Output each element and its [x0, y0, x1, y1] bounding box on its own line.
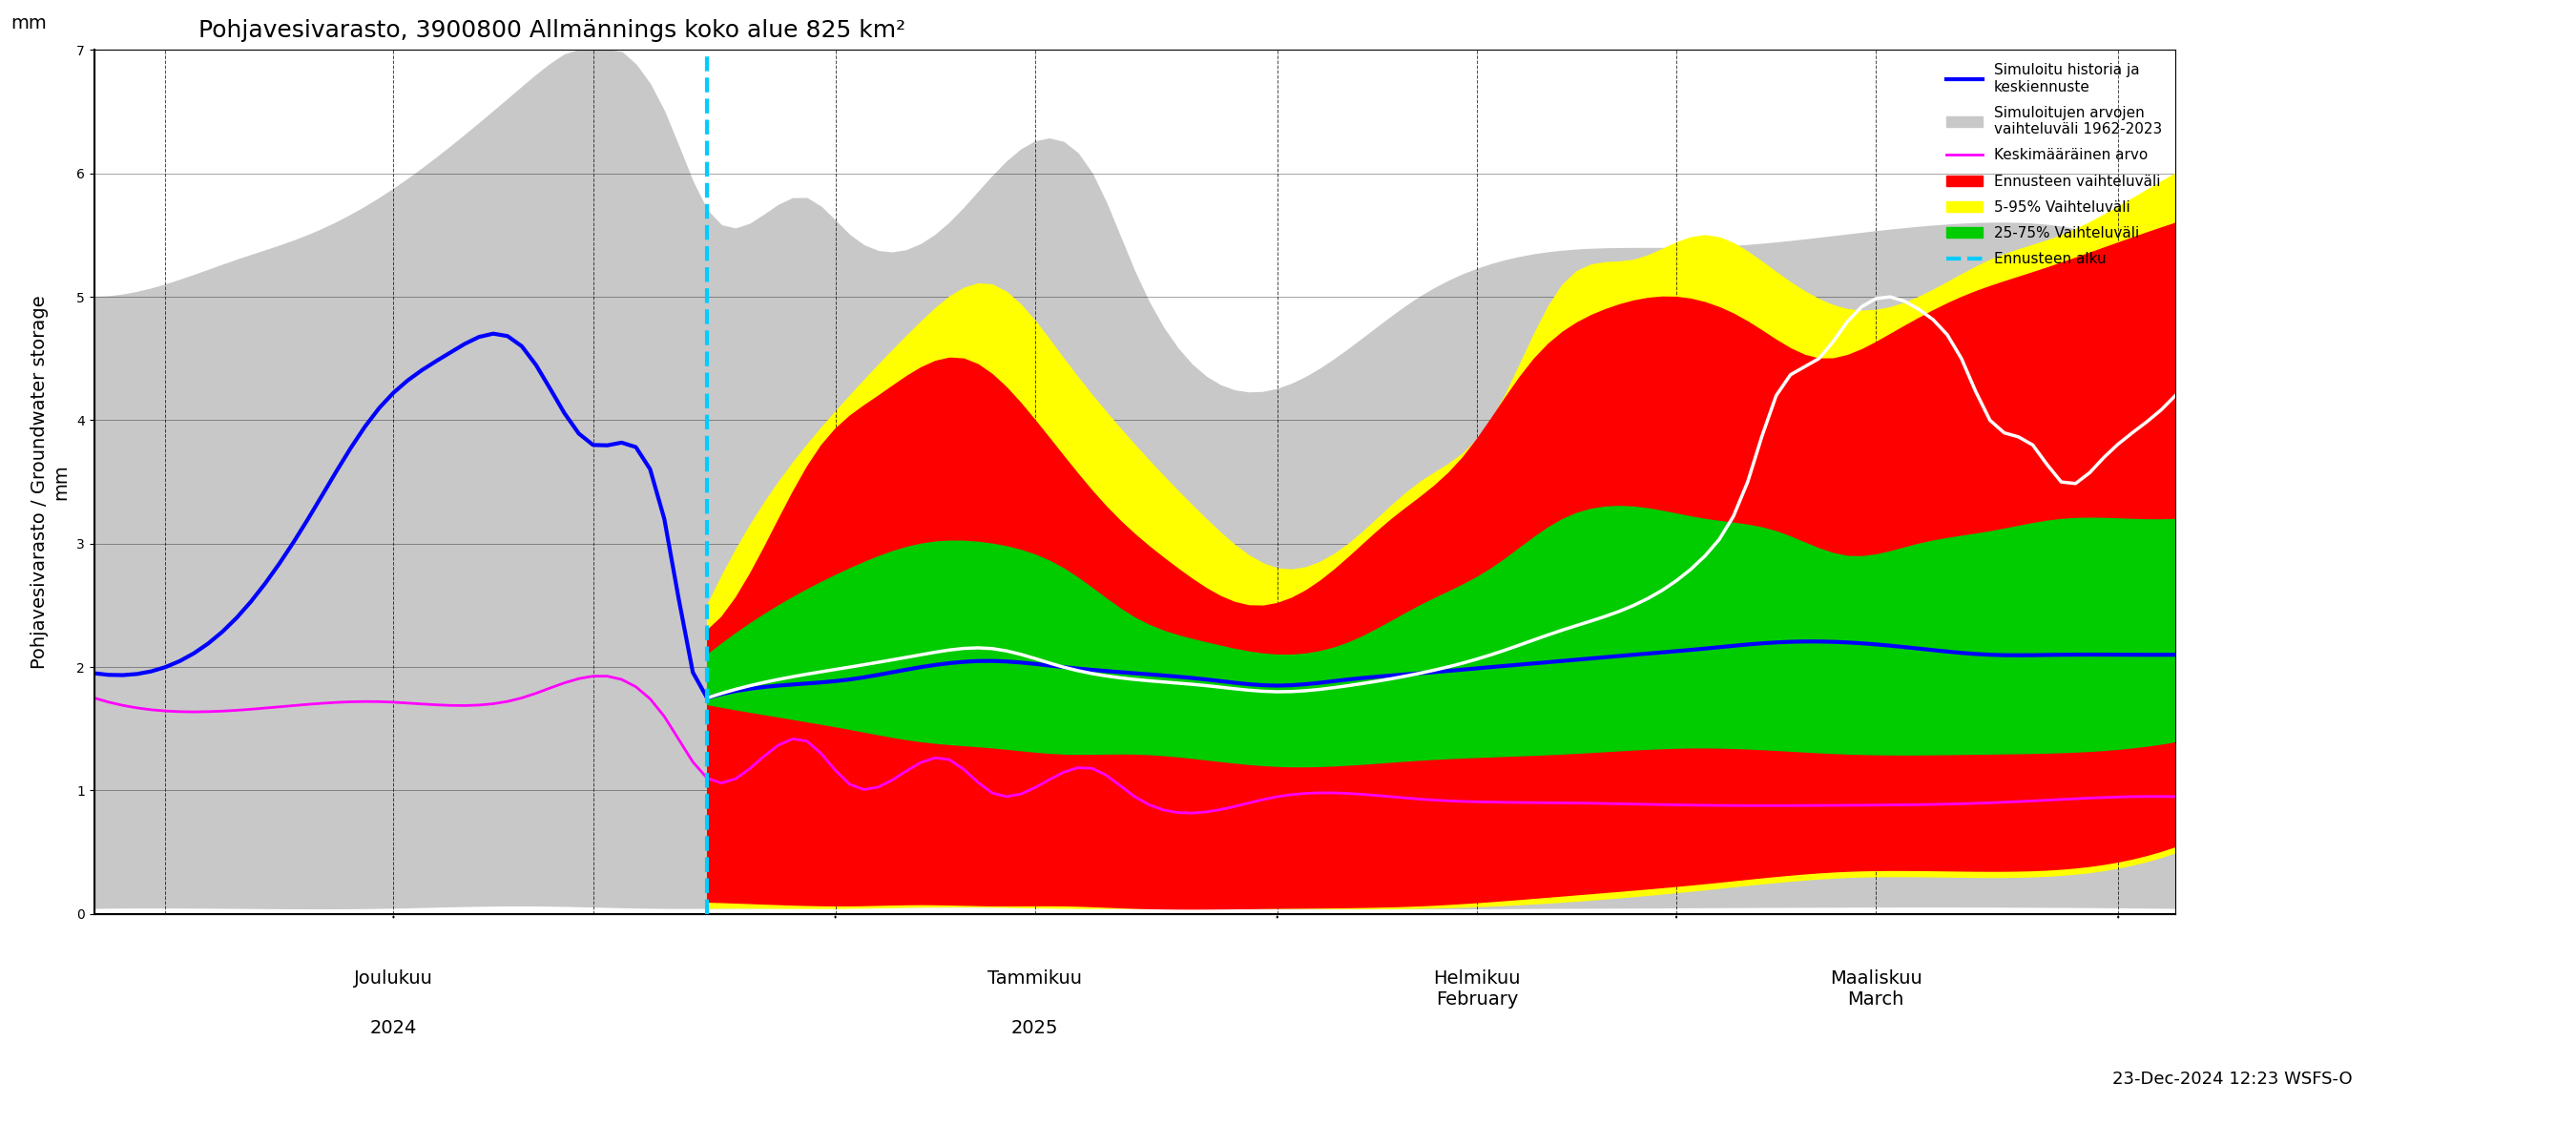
Legend: Simuloitu historia ja
keskiennuste, Simuloitujen arvojen
vaihteluväli 1962-2023,: Simuloitu historia ja keskiennuste, Simu…: [1940, 57, 2169, 273]
Text: Tammikuu: Tammikuu: [987, 970, 1082, 987]
Text: Pohjavesivarasto, 3900800 Allmännings koko alue 825 km²: Pohjavesivarasto, 3900800 Allmännings ko…: [198, 18, 904, 41]
Text: mm: mm: [10, 15, 46, 33]
Text: 2025: 2025: [1012, 1019, 1059, 1037]
Text: 23-Dec-2024 12:23 WSFS-O: 23-Dec-2024 12:23 WSFS-O: [2112, 1071, 2352, 1088]
Y-axis label: Pohjavesivarasto / Groundwater storage
mm: Pohjavesivarasto / Groundwater storage m…: [31, 295, 70, 669]
Text: Joulukuu: Joulukuu: [353, 970, 433, 987]
Text: 2024: 2024: [371, 1019, 417, 1037]
Text: Maaliskuu
March: Maaliskuu March: [1829, 970, 1922, 1009]
Text: Helmikuu
February: Helmikuu February: [1432, 970, 1520, 1009]
